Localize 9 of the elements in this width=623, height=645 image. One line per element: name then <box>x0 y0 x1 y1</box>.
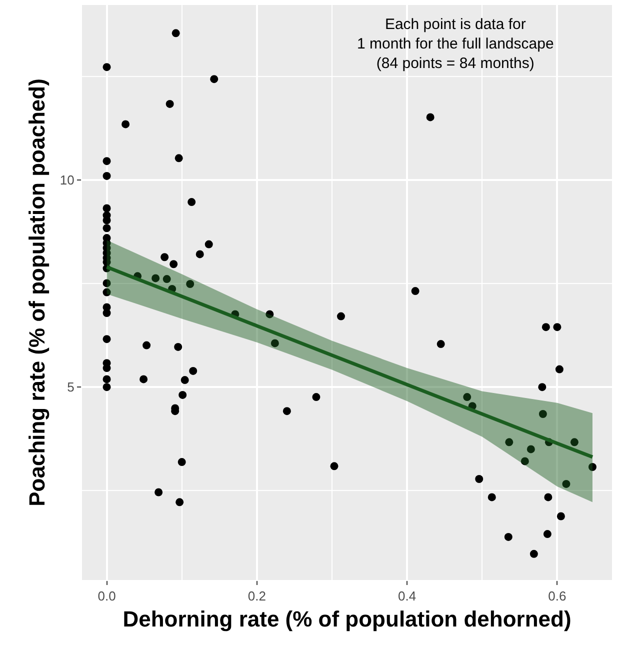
y-axis-title: Poaching rate (% of population poached) <box>24 78 50 506</box>
x-tick-label: 0.0 <box>98 588 116 604</box>
x-tick-label: 0.6 <box>548 588 566 604</box>
annotation: Each point is data for 1 month for the full landscape (84 points = 84 months) <box>357 16 554 72</box>
y-tick-label: 10 <box>60 172 74 188</box>
y-tick-label: 5 <box>67 380 74 395</box>
x-axis-title: Dehorning rate (% of population dehorned) <box>122 606 572 632</box>
x-tick-label: 0.4 <box>398 588 416 604</box>
x-tick-label: 0.2 <box>248 588 266 604</box>
